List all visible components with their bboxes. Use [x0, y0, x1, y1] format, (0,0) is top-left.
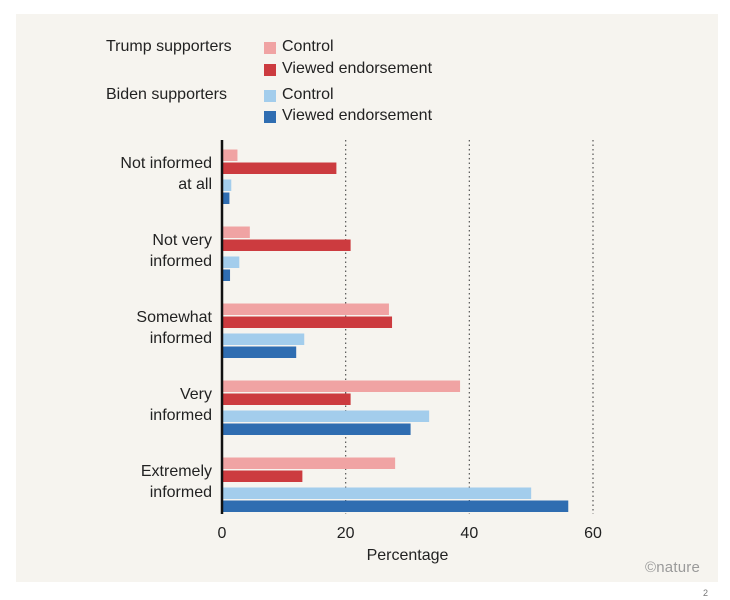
legend-swatch-biden-endorsement: [264, 111, 276, 123]
bar-cat1-g0-s1: [222, 239, 351, 251]
bar-cat4-g0-s1: [222, 470, 303, 482]
legend-label-biden-control: Control: [282, 86, 334, 103]
bar-cat4-g1-s0: [222, 487, 532, 499]
bar-cat0-g1-s1: [222, 192, 230, 204]
bar-cat0-g0-s0: [222, 149, 238, 161]
category-label-3-line1: informed: [150, 407, 212, 424]
category-label-1-line0: Not very: [152, 232, 212, 249]
bar-cat2-g1-s1: [222, 346, 297, 358]
bar-cat2-g0-s0: [222, 303, 389, 315]
bar-chart: Not informed at all Not very informed Somewh…: [120, 140, 602, 564]
legend-label-trump-control: Control: [282, 38, 334, 55]
category-label-0-line1: at all: [178, 176, 212, 193]
legend-label-biden-endorsement: Viewed endorsement: [282, 107, 433, 124]
bar-cat3-g1-s1: [222, 423, 411, 435]
bar-cat4-g1-s1: [222, 500, 569, 512]
x-axis-title: Percentage: [367, 547, 449, 564]
legend-swatch-trump-endorsement: [264, 64, 276, 76]
category-label-4-line0: Extremely: [141, 463, 212, 480]
category-label-4-line1: informed: [150, 484, 212, 501]
bar-cat1-g1-s1: [222, 269, 231, 281]
category-label-0-line0: Not informed: [120, 155, 212, 172]
bar-cat0-g0-s1: [222, 162, 337, 174]
category-label-3-line0: Very: [180, 386, 212, 403]
legend-swatch-biden-control: [264, 90, 276, 102]
x-tick-label-0: 0: [218, 525, 227, 542]
legend-group-biden: Biden supporters: [106, 86, 227, 103]
bar-cat4-g0-s0: [222, 457, 396, 469]
bar-cat2-g1-s0: [222, 333, 305, 345]
legend-label-trump-endorsement: Viewed endorsement: [282, 60, 433, 77]
bar-cat1-g1-s0: [222, 256, 240, 268]
category-label-1-line1: informed: [150, 253, 212, 270]
bar-cat3-g0-s1: [222, 393, 351, 405]
page-marker: 2: [702, 588, 708, 598]
x-tick-label-20: 20: [337, 525, 355, 542]
x-tick-label-40: 40: [460, 525, 478, 542]
bar-cat3-g0-s0: [222, 380, 461, 392]
chart-figure: Trump supporters Control Viewed endorsem…: [16, 14, 718, 582]
bar-cat1-g0-s0: [222, 226, 250, 238]
x-tick-label-60: 60: [584, 525, 602, 542]
bar-cat0-g1-s0: [222, 179, 232, 191]
legend: Trump supporters Control Viewed endorsem…: [16, 14, 718, 144]
legend-group-trump: Trump supporters: [106, 38, 232, 55]
category-label-2-line0: Somewhat: [136, 309, 212, 326]
nature-credit: ©nature: [645, 559, 700, 576]
bar-cat3-g1-s0: [222, 410, 430, 422]
bar-cat2-g0-s1: [222, 316, 393, 328]
legend-swatch-trump-control: [264, 42, 276, 54]
category-label-2-line1: informed: [150, 330, 212, 347]
